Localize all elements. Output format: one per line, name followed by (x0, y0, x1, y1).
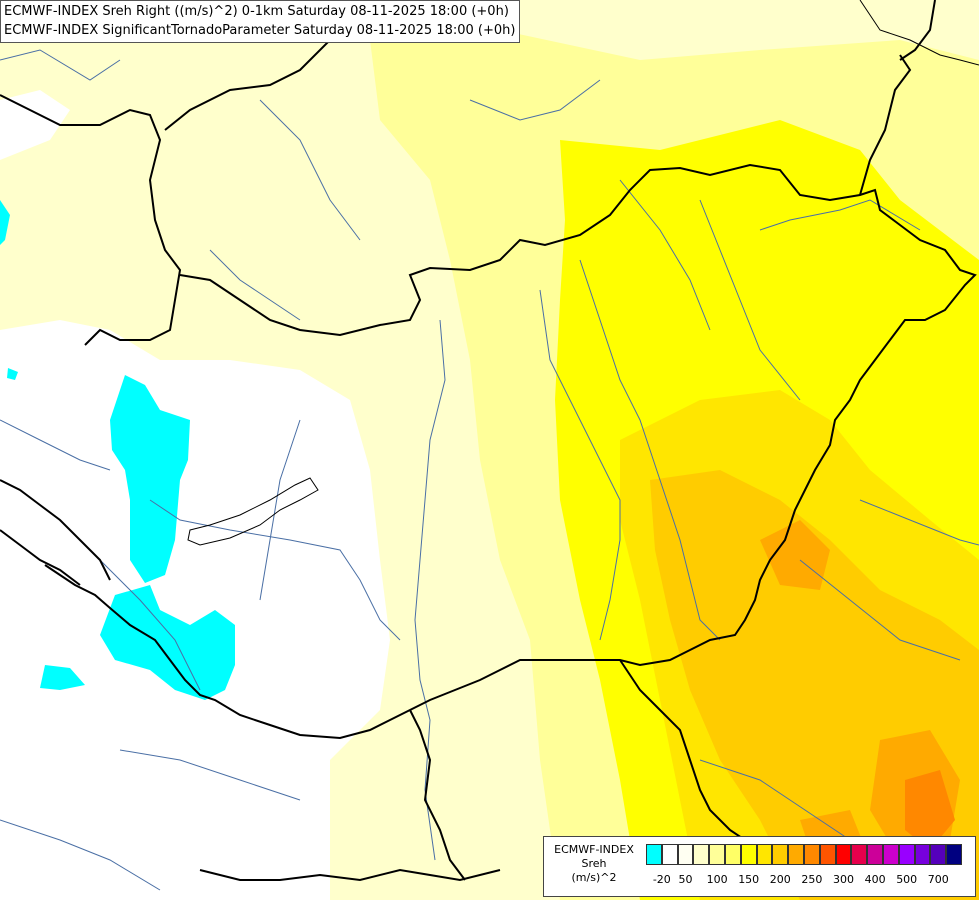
field-dark-orange-1 (760, 520, 830, 590)
legend-swatch (882, 844, 899, 865)
map-title-box: ECMWF-INDEX Sreh Right ((m/s)^2) 0-1km S… (0, 0, 521, 43)
legend-swatch (724, 844, 741, 865)
field-dark-orange-3 (905, 770, 955, 850)
legend-swatch (772, 844, 789, 865)
map-title-line-1: ECMWF-INDEX Sreh Right ((m/s)^2) 0-1km S… (4, 4, 509, 19)
legend-tick-label: 500 (896, 873, 918, 886)
field-white-region (0, 320, 390, 900)
field-cyan-patch-1 (110, 375, 190, 583)
legend-swatch (898, 844, 915, 865)
legend-swatch (740, 844, 757, 865)
legend-tick-labels: -20 50 100 150 200 250 300 400 500 700 (646, 873, 976, 889)
legend-tick-label: 100 (706, 873, 728, 886)
legend-tick-label: 200 (769, 873, 791, 886)
country-borders (0, 0, 977, 882)
legend-line-2: Sreh (581, 857, 607, 870)
legend-tick-label: 150 (738, 873, 760, 886)
field-white-north (0, 90, 70, 160)
field-cyan-patch-5 (7, 368, 18, 380)
legend-tick-label: 250 (801, 873, 823, 886)
legend-swatch (788, 844, 804, 865)
boundary-north (859, 0, 979, 66)
field-cyan-patch-2 (100, 585, 235, 700)
color-legend: ECMWF-INDEX Sreh (m/s)^2 -20 50 100 150 200 2… (543, 836, 976, 897)
lake-outline (187, 477, 319, 546)
legend-swatch (867, 844, 883, 865)
legend-color-bar (646, 844, 962, 865)
map-title-line-2: ECMWF-INDEX SignificantTornadoParameter … (4, 23, 516, 38)
legend-line-1: ECMWF-INDEX (554, 843, 634, 856)
legend-swatch (803, 844, 820, 865)
legend-swatch (661, 844, 678, 865)
legend-name: ECMWF-INDEX Sreh (m/s)^2 (544, 843, 644, 885)
legend-swatch (851, 844, 868, 865)
legend-tick-label: -20 (652, 873, 671, 886)
legend-swatch (914, 844, 931, 865)
legend-swatch (709, 844, 725, 865)
legend-swatch (819, 844, 836, 865)
legend-swatch (930, 844, 947, 865)
legend-tick-label: 400 (864, 873, 886, 886)
legend-swatch (756, 844, 773, 865)
field-cyan-patch-4 (0, 200, 10, 245)
legend-line-3: (m/s)^2 (571, 871, 617, 884)
legend-tick-label: 700 (927, 873, 949, 886)
legend-swatch (677, 844, 694, 865)
legend-tick-label: 300 (833, 873, 854, 886)
legend-swatch (693, 844, 710, 865)
legend-swatch (646, 844, 662, 865)
field-cyan-patch-3 (40, 665, 85, 690)
legend-tick-label: 50 (678, 873, 693, 886)
legend-swatch (946, 844, 962, 865)
legend-swatch (835, 844, 852, 865)
